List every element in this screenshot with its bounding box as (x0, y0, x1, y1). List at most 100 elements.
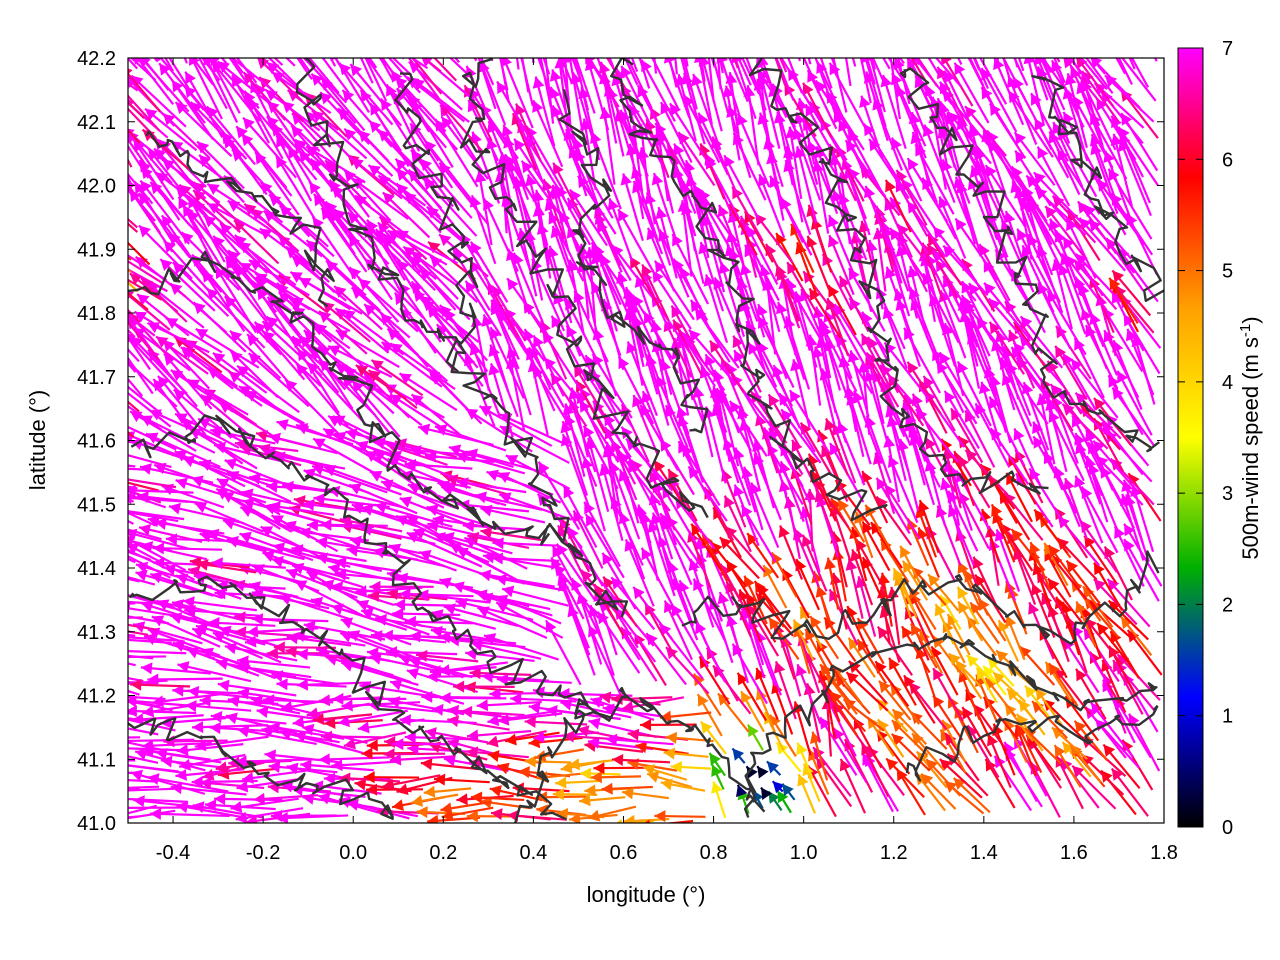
wind-vector (456, 477, 527, 494)
wind-vector (373, 437, 439, 459)
wind-vector (1116, 370, 1153, 436)
wind-vector (128, 454, 172, 469)
wind-vector (728, 400, 768, 457)
wind-vector (368, 58, 378, 69)
x-tick-label: 1.8 (1150, 842, 1178, 864)
wind-vector (760, 786, 773, 801)
wind-vector (389, 753, 455, 766)
wind-vector (128, 755, 159, 764)
wind-vector (440, 800, 493, 815)
wind-vector (510, 692, 577, 705)
wind-vector (1070, 358, 1119, 419)
wind-vector (128, 797, 188, 803)
wind-vector (710, 541, 747, 587)
wind-vector (281, 480, 349, 496)
wind-vector (438, 631, 517, 645)
colorbar-title-close: ) (1238, 316, 1263, 323)
wind-vector (199, 694, 279, 707)
wind-vector (271, 670, 339, 686)
wind-vector (311, 464, 388, 494)
wind-vector (903, 674, 936, 724)
wind-vector (917, 499, 940, 554)
wind-vector (771, 681, 794, 735)
wind-vector (480, 526, 542, 542)
wind-vector (420, 758, 479, 771)
wind-vector (128, 695, 166, 701)
wind-vector (327, 345, 393, 378)
wind-vector (242, 768, 314, 784)
wind-vector (296, 58, 313, 80)
wind-vector (490, 58, 494, 62)
wind-vector (590, 771, 642, 784)
wind-vector (645, 632, 687, 686)
wind-vector (1048, 662, 1079, 707)
wind-vector (867, 336, 900, 394)
wind-vector (920, 772, 957, 810)
wind-vector (212, 631, 282, 664)
wind-vector (605, 733, 674, 746)
wind-vector (337, 709, 408, 728)
wind-vector (906, 361, 942, 415)
wind-vector (389, 342, 456, 391)
wind-vector (1102, 743, 1141, 789)
wind-vector (152, 542, 222, 555)
wind-vector (198, 58, 228, 110)
wind-vector (128, 478, 177, 489)
wind-vector (1092, 439, 1140, 494)
wind-vector (572, 509, 604, 569)
wind-vector (1065, 559, 1101, 604)
wind-vector (423, 785, 472, 798)
wind-vector (130, 678, 191, 691)
wind-vector (172, 640, 251, 668)
wind-vector (128, 405, 163, 431)
wind-vector (155, 335, 209, 375)
wind-vector (899, 545, 924, 589)
wind-vector (1127, 472, 1162, 522)
wind-vector (596, 611, 641, 674)
wind-vector-field (128, 58, 1163, 823)
wind-vector (183, 58, 188, 64)
wind-vector (234, 438, 299, 453)
wind-vector (1007, 329, 1036, 389)
wind-vector (901, 560, 929, 601)
wind-vector (128, 655, 167, 659)
wind-vector (747, 724, 764, 751)
wind-vector (885, 757, 925, 798)
wind-vector (911, 566, 947, 606)
wind-vector (611, 753, 670, 766)
x-tick-label: 1.0 (790, 842, 818, 864)
wind-vector (642, 764, 688, 781)
wind-vector (182, 596, 257, 612)
wind-vector (271, 555, 350, 580)
wind-vector (964, 449, 1009, 496)
wind-vector (552, 788, 598, 801)
wind-vector (847, 637, 876, 678)
y-tick-label: 41.2 (77, 686, 116, 708)
y-tick-label: 41.6 (77, 431, 116, 453)
wind-vector (199, 777, 265, 790)
wind-vector (1117, 247, 1159, 303)
wind-vector (586, 58, 590, 61)
wind-vector (466, 729, 532, 742)
wind-vector (708, 752, 726, 777)
wind-vector (334, 556, 402, 573)
wind-vector (1109, 457, 1155, 506)
wind-vector (128, 540, 133, 546)
wind-vector (1090, 701, 1135, 758)
wind-vector (251, 613, 329, 626)
colorbar-tick-label: 5 (1222, 261, 1233, 283)
wind-vector (404, 458, 473, 471)
wind-vector (1093, 562, 1124, 612)
wind-vector (584, 513, 625, 579)
x-tick-label: -0.2 (246, 842, 280, 864)
wind-vector (1017, 58, 1025, 72)
wind-vector (723, 495, 752, 553)
wind-vector (332, 692, 407, 705)
wind-vector (797, 773, 816, 814)
wind-vector (922, 375, 956, 432)
wind-vector (441, 484, 507, 507)
x-tick-label: 1.2 (880, 842, 908, 864)
wind-vector (696, 693, 723, 737)
wind-vector (891, 708, 928, 746)
wind-vector (237, 725, 317, 746)
